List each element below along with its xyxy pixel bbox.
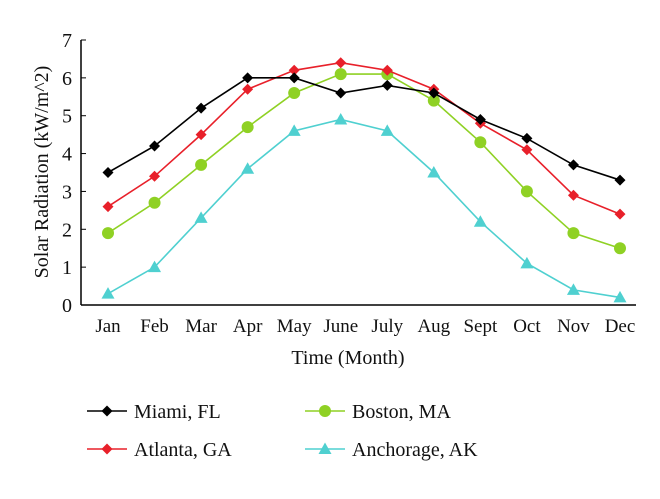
data-point bbox=[334, 113, 348, 125]
data-point bbox=[149, 170, 161, 182]
y-tick-label: 3 bbox=[62, 181, 72, 203]
series-2 bbox=[102, 57, 626, 220]
data-point bbox=[381, 64, 393, 76]
data-point bbox=[287, 124, 301, 136]
x-tick-label: Oct bbox=[513, 316, 541, 337]
data-point bbox=[195, 129, 207, 141]
y-tick-label: 2 bbox=[62, 219, 72, 241]
data-point bbox=[102, 167, 114, 178]
x-tick-label: July bbox=[371, 316, 403, 337]
data-point bbox=[195, 102, 207, 114]
series-line bbox=[107, 61, 621, 215]
data-point bbox=[241, 162, 255, 174]
data-point bbox=[241, 121, 254, 134]
x-tick-label: Apr bbox=[233, 316, 263, 337]
series-line bbox=[107, 118, 621, 299]
x-tick-label: Jan bbox=[95, 316, 121, 337]
y-axis-label: Solar Radiation (kW/m^2) bbox=[31, 66, 53, 279]
y-tick-label: 5 bbox=[62, 106, 72, 128]
legend-item: Boston, MA bbox=[305, 401, 451, 423]
data-point bbox=[335, 57, 347, 69]
data-point bbox=[148, 260, 162, 273]
legend-label: Atlanta, GA bbox=[134, 439, 232, 461]
series-1 bbox=[102, 68, 626, 255]
y-tick-label: 4 bbox=[62, 144, 72, 166]
data-point bbox=[613, 290, 627, 303]
x-axis-label: Time (Month) bbox=[291, 347, 404, 369]
data-point bbox=[195, 158, 208, 171]
data-point bbox=[567, 159, 579, 171]
legend-item: Atlanta, GA bbox=[87, 439, 232, 461]
data-point bbox=[428, 87, 440, 99]
data-point bbox=[148, 196, 161, 209]
y-tick-label: 1 bbox=[62, 257, 72, 279]
data-point bbox=[101, 287, 115, 299]
data-point bbox=[614, 242, 626, 255]
data-point bbox=[473, 215, 487, 227]
data-point bbox=[381, 79, 393, 91]
legend-marker bbox=[319, 405, 331, 417]
y-tick-label: 0 bbox=[62, 295, 72, 317]
x-tick-label: Nov bbox=[557, 316, 590, 337]
data-point bbox=[521, 144, 533, 156]
data-point bbox=[614, 174, 626, 186]
x-tick-label: June bbox=[323, 316, 358, 337]
data-point bbox=[520, 185, 533, 198]
legend-marker bbox=[101, 405, 113, 417]
legend-item: Miami, FL bbox=[87, 401, 221, 423]
legend-label: Boston, MA bbox=[352, 401, 451, 423]
series-line bbox=[107, 73, 621, 249]
data-point bbox=[242, 83, 254, 95]
y-tick-label: 7 bbox=[62, 30, 72, 52]
data-point bbox=[335, 87, 347, 99]
data-point bbox=[427, 94, 440, 107]
data-point bbox=[380, 124, 394, 136]
data-point bbox=[427, 166, 441, 178]
data-point bbox=[474, 114, 486, 125]
data-point bbox=[102, 201, 114, 213]
legend-marker bbox=[318, 442, 332, 454]
data-point bbox=[288, 87, 301, 99]
x-tick-label: May bbox=[277, 316, 312, 337]
legend-label: Anchorage, AK bbox=[352, 439, 478, 461]
x-tick-label: Dec bbox=[605, 316, 636, 337]
series-line bbox=[107, 77, 621, 181]
data-point bbox=[334, 68, 347, 81]
data-point bbox=[194, 211, 208, 223]
data-point bbox=[520, 256, 534, 269]
data-point bbox=[567, 189, 579, 201]
series-3 bbox=[101, 113, 627, 303]
data-point bbox=[566, 283, 580, 295]
x-tick-label: Feb bbox=[140, 316, 169, 337]
data-point bbox=[567, 227, 580, 240]
data-point bbox=[149, 140, 161, 152]
series-0 bbox=[102, 72, 626, 186]
data-point bbox=[521, 132, 533, 144]
data-point bbox=[242, 72, 254, 84]
x-tick-label: Aug bbox=[417, 316, 450, 337]
x-tick-label: Mar bbox=[185, 316, 217, 337]
legend-label: Miami, FL bbox=[134, 401, 221, 423]
data-point bbox=[288, 64, 300, 76]
data-point bbox=[614, 208, 626, 220]
data-point bbox=[288, 72, 300, 84]
legend-marker bbox=[101, 443, 113, 455]
x-tick-label: Sept bbox=[463, 316, 498, 337]
legend-item: Anchorage, AK bbox=[305, 439, 478, 461]
y-tick-label: 6 bbox=[62, 68, 72, 90]
data-point bbox=[102, 227, 114, 240]
data-point bbox=[474, 136, 487, 149]
